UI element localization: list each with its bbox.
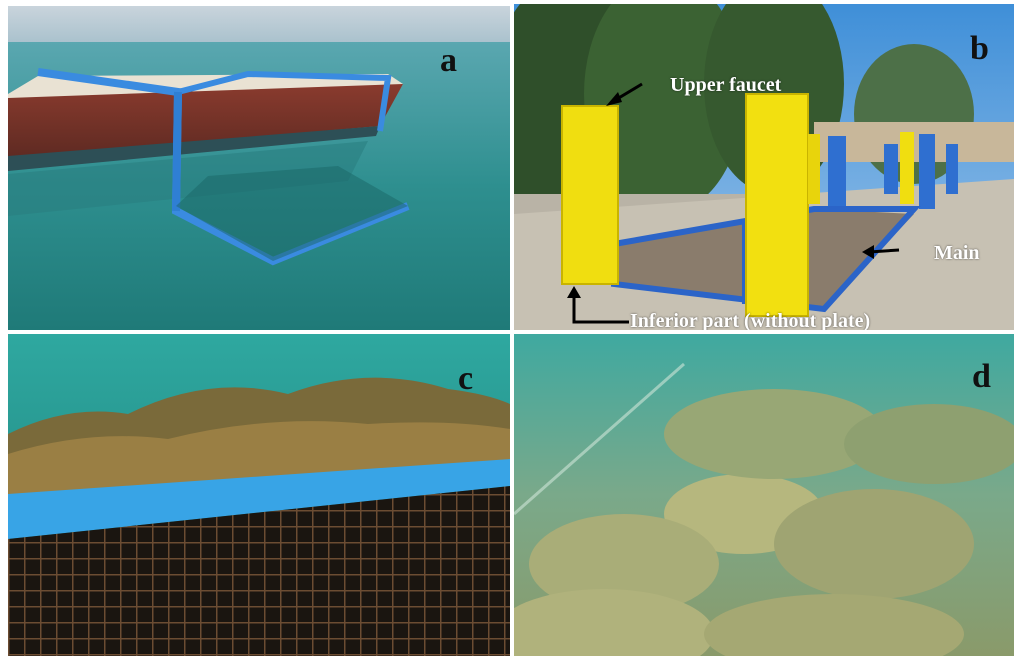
panel-b: b Upper faucet Main Inferior part (witho… (514, 4, 1014, 330)
upper-faucet-annotation: Upper faucet (670, 74, 782, 96)
main-annotation: Main (934, 242, 980, 264)
panel-c-photo (8, 334, 510, 656)
panel-c: c (8, 334, 510, 656)
panel-b-photo (514, 4, 1014, 330)
panel-c-label: c (458, 360, 474, 397)
panel-d-photo (514, 334, 1014, 656)
panel-a-photo (8, 6, 510, 330)
inferior-part-annotation: Inferior part (without plate) (630, 310, 871, 330)
panel-b-label: b (970, 30, 989, 67)
panel-d: d (514, 334, 1014, 656)
panel-d-label: d (972, 358, 991, 395)
panel-a-label: a (440, 42, 457, 79)
panel-a: a (8, 6, 510, 330)
